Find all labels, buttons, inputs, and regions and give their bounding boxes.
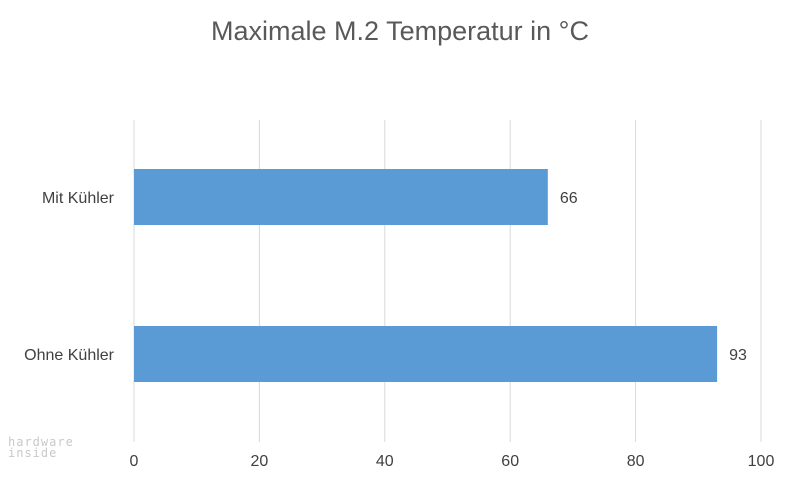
chart-title: Maximale M.2 Temperatur in °C bbox=[211, 16, 589, 46]
logo-line-1: hardware bbox=[8, 435, 74, 449]
x-tick-label-20: 20 bbox=[251, 453, 269, 470]
x-tick-label-0: 0 bbox=[130, 453, 139, 470]
bar-1 bbox=[134, 326, 718, 382]
bar-0 bbox=[134, 169, 548, 225]
data-label-1: 93 bbox=[729, 347, 747, 364]
category-label-0: Mit Kühler bbox=[42, 190, 115, 207]
x-tick-label-40: 40 bbox=[376, 453, 394, 470]
data-label-0: 66 bbox=[560, 190, 578, 207]
x-tick-label-80: 80 bbox=[627, 453, 645, 470]
x-tick-label-60: 60 bbox=[501, 453, 519, 470]
x-tick-label-100: 100 bbox=[748, 453, 775, 470]
hardware-inside-logo: hardware inside bbox=[8, 435, 112, 460]
category-label-1: Ohne Kühler bbox=[24, 347, 115, 364]
logo-line-2: inside bbox=[8, 446, 58, 460]
